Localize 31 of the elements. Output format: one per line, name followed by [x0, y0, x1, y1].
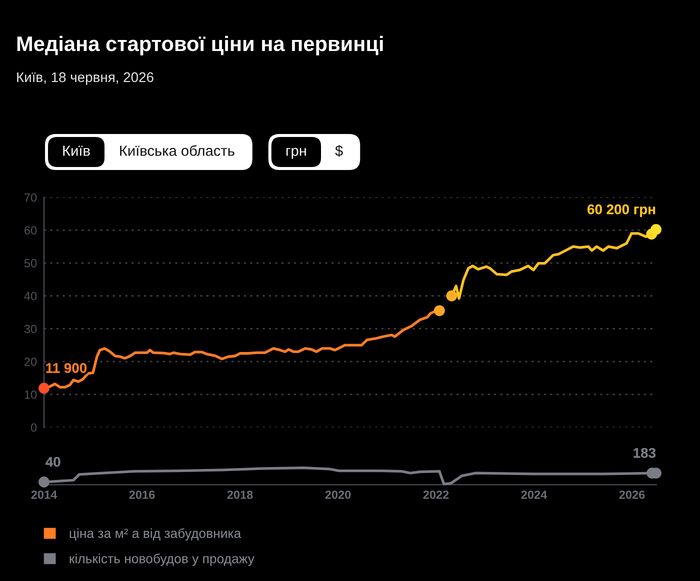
- y-tick-label: 60: [24, 226, 37, 235]
- x-tick-label: 2020: [325, 490, 351, 499]
- x-tick-label: 2016: [129, 490, 155, 499]
- point: [38, 382, 50, 394]
- data-label: 40: [46, 456, 60, 467]
- point: [650, 224, 662, 235]
- x-tick-label: 2014: [31, 490, 58, 499]
- y-tick-label: 70: [24, 193, 37, 202]
- text: Київська область: [120, 145, 234, 156]
- chart-title: Медіана стартової ціни на первинці: [17, 36, 383, 56]
- y-tick-label: 20: [24, 358, 37, 366]
- y-tick-label: 50: [24, 259, 37, 268]
- annotation: 11 900: [46, 363, 87, 373]
- x-tick-label: 2022: [423, 490, 449, 499]
- y-tick-label: 0: [30, 423, 37, 432]
- legend-label: кількість новобудов у продажу: [70, 554, 254, 566]
- legend-label: ціна за м² а від забудовника: [70, 528, 242, 541]
- text: грн: [286, 148, 306, 159]
- point: [434, 305, 445, 316]
- y-tick-label: 30: [24, 324, 37, 334]
- x-tick-label: 2026: [619, 490, 645, 499]
- chart-subtitle: Київ, 18 червня, 2026: [17, 72, 154, 85]
- y-tick-label: 10: [24, 390, 37, 399]
- text: $: [335, 144, 343, 157]
- point: [446, 290, 458, 302]
- annotation: 60 200 грн: [588, 204, 656, 217]
- x-tick-label: 2024: [521, 490, 548, 499]
- text: Київ: [63, 146, 90, 156]
- y-tick-label: 40: [24, 292, 37, 300]
- data-label: 183: [634, 448, 656, 458]
- x-tick-label: 2018: [227, 490, 253, 499]
